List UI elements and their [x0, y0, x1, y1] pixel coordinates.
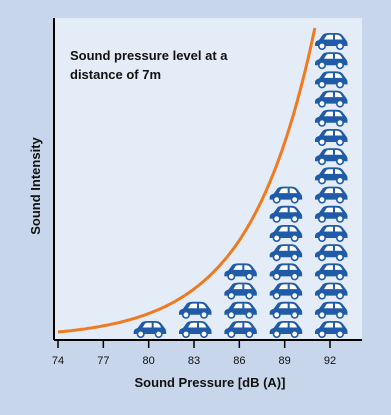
car-icon [269, 225, 303, 243]
car-icon [315, 33, 348, 51]
chart-title-line-1: Sound pressure level at a [70, 48, 228, 63]
car-stack [315, 33, 348, 339]
car-icon [315, 90, 348, 108]
car-icon [269, 205, 303, 223]
car-stack [269, 186, 303, 339]
car-icon [269, 301, 303, 319]
car-icon [315, 205, 348, 223]
car-icon [269, 186, 303, 204]
car-icon [315, 244, 348, 262]
car-icon [269, 282, 303, 300]
car-icon [315, 225, 348, 243]
car-icon [179, 301, 212, 319]
car-icon [315, 52, 348, 70]
car-icon [224, 321, 257, 339]
car-icon [315, 282, 348, 300]
chart-title-line-2: distance of 7m [70, 67, 161, 82]
car-icon [315, 109, 348, 127]
car-icon [224, 301, 257, 319]
car-icon [269, 263, 303, 281]
car-stack [224, 263, 257, 339]
x-tick-label: 86 [233, 355, 245, 367]
car-icon [315, 186, 348, 204]
car-icon [315, 167, 348, 185]
plot-area [54, 18, 362, 340]
car-icon [315, 301, 348, 319]
car-icon [269, 321, 303, 339]
car-icon [315, 263, 348, 281]
x-tick-label: 77 [97, 355, 109, 367]
car-stack [133, 321, 167, 339]
x-tick-label: 92 [324, 355, 336, 367]
x-ticks: 74 77 80 83 86 89 92 [52, 340, 336, 367]
x-tick-label: 74 [52, 355, 64, 367]
x-axis-label: Sound Pressure [dB (A)] [135, 375, 286, 390]
x-tick-label: 83 [188, 355, 200, 367]
x-tick-label: 80 [143, 355, 155, 367]
car-icon [133, 321, 167, 339]
car-icon [224, 282, 257, 300]
car-pictograph [133, 33, 348, 339]
car-icon [269, 244, 303, 262]
sound-intensity-curve [57, 27, 317, 334]
car-stack [179, 301, 212, 339]
car-icon [315, 148, 348, 166]
car-icon [315, 321, 348, 339]
car-icon [315, 71, 348, 89]
car-icon [179, 321, 212, 339]
car-icon [224, 263, 257, 281]
car-icon [315, 129, 348, 147]
y-axis-label: Sound Intensity [28, 136, 43, 234]
x-tick-label: 89 [279, 355, 291, 367]
chart-title: Sound pressure level at a distance of 7m [70, 48, 228, 82]
